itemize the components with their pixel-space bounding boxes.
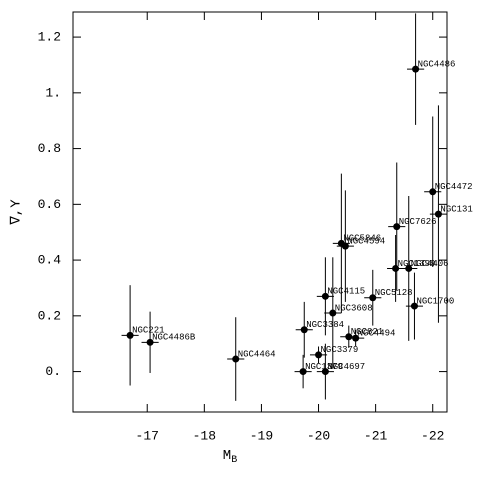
point-label: NGC4406 bbox=[411, 259, 449, 269]
y-tick-label: 0.6 bbox=[38, 197, 61, 212]
point bbox=[321, 292, 329, 300]
point bbox=[434, 210, 442, 218]
y-tick-label: 0. bbox=[45, 364, 61, 379]
point-label: NGC4486 bbox=[418, 60, 456, 70]
point-label: NGC3608 bbox=[335, 303, 373, 313]
y-tick-label: 0.2 bbox=[38, 308, 61, 323]
x-tick-label: -18 bbox=[193, 428, 216, 443]
point bbox=[410, 302, 418, 310]
x-label-main: M bbox=[223, 448, 231, 464]
point bbox=[299, 368, 307, 376]
point-label: NGC4594 bbox=[347, 237, 385, 247]
point-label: NGC4486B bbox=[152, 333, 196, 343]
point-label: NGC4115 bbox=[327, 287, 365, 297]
y-tick-label: 0.8 bbox=[38, 141, 61, 156]
point bbox=[369, 294, 377, 302]
point-label: NGC4464 bbox=[238, 349, 276, 359]
point-label: NGC4472 bbox=[435, 182, 473, 192]
y-tick-label: 1.2 bbox=[38, 30, 61, 45]
point bbox=[405, 264, 413, 272]
point bbox=[321, 368, 329, 376]
x-tick-label: -20 bbox=[307, 428, 330, 443]
point-label: NGC1379 bbox=[305, 362, 343, 372]
point bbox=[393, 223, 401, 231]
y-axis-label: ∇,Υ bbox=[9, 199, 25, 226]
point-label: NGC3379 bbox=[321, 345, 359, 355]
point-label: NGC821 bbox=[351, 327, 383, 337]
plot-frame bbox=[72, 11, 448, 413]
point bbox=[232, 355, 240, 363]
point-label: NGC221 bbox=[132, 326, 164, 336]
point bbox=[300, 326, 308, 334]
point-label: NGC5128 bbox=[375, 288, 413, 298]
point-label: NGC1700 bbox=[416, 296, 454, 306]
point bbox=[352, 334, 360, 342]
point bbox=[146, 338, 154, 346]
x-label-sub: B bbox=[231, 455, 237, 466]
point bbox=[412, 65, 420, 73]
point bbox=[315, 351, 323, 359]
point-label: NGC5846 bbox=[343, 234, 381, 244]
point-label: NGC4494 bbox=[358, 329, 396, 339]
point-label: NGC131 bbox=[440, 204, 472, 214]
y-tick-label: 0.4 bbox=[38, 253, 62, 268]
point-label: NGC4697 bbox=[327, 362, 365, 372]
x-tick-label: -17 bbox=[136, 428, 159, 443]
point bbox=[126, 331, 134, 339]
point-label: NGC1399 bbox=[398, 259, 436, 269]
point-label: NGC7626 bbox=[399, 217, 437, 227]
point bbox=[341, 242, 349, 250]
point bbox=[329, 309, 337, 317]
y-tick-label: 1. bbox=[45, 85, 61, 100]
x-tick-label: -22 bbox=[421, 428, 444, 443]
point bbox=[392, 264, 400, 272]
x-tick-label: -19 bbox=[250, 428, 273, 443]
x-axis-label: MB bbox=[223, 448, 237, 466]
x-tick-label: -21 bbox=[364, 428, 388, 443]
point bbox=[429, 188, 437, 196]
